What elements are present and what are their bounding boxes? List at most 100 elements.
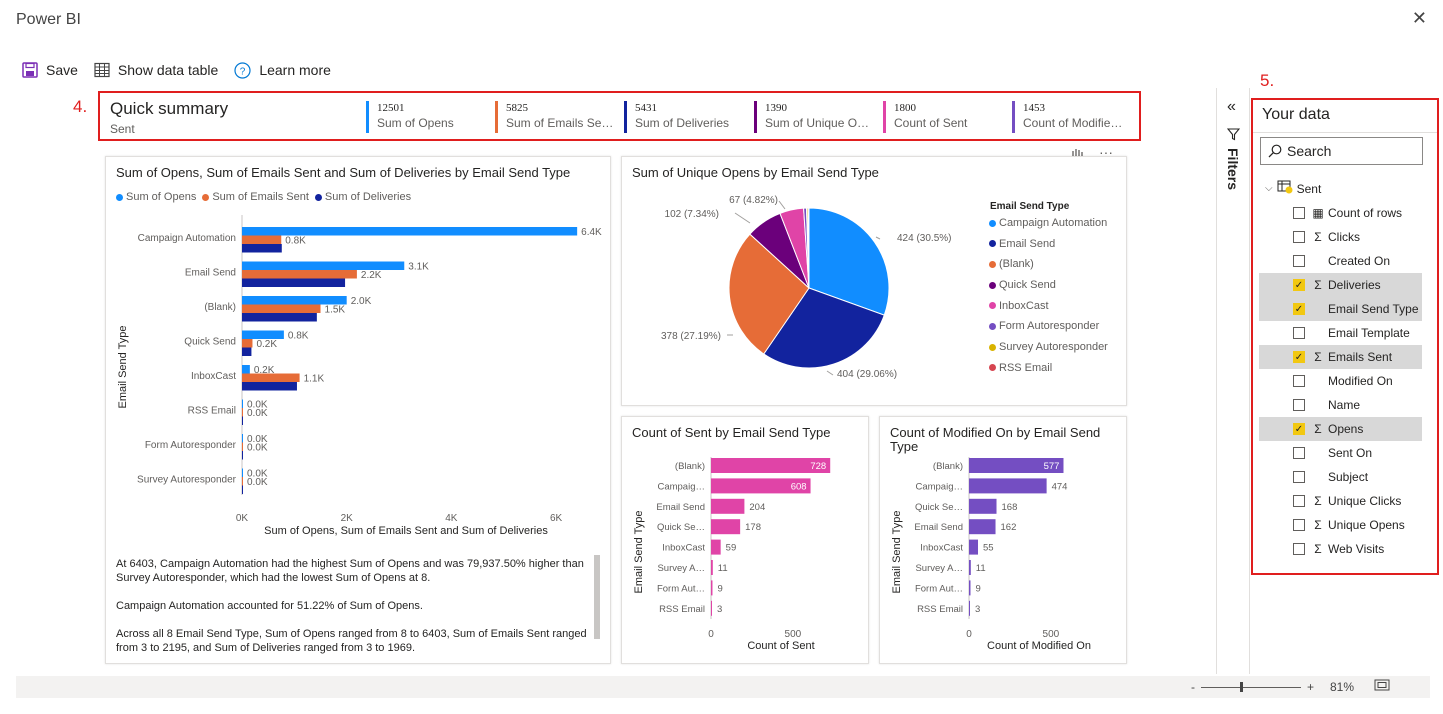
quick-summary-card[interactable]: Quick summary Sent 12501 Sum of Opens 5825… (98, 91, 1141, 141)
kpi-card[interactable]: 1453 Count of Modifie… (1012, 101, 1134, 133)
count-modified-card[interactable]: Count of Modified On by Email Send Type … (879, 416, 1127, 664)
close-button[interactable]: ✕ (1411, 8, 1427, 28)
pie-legend-item[interactable]: (Blank) (989, 258, 1108, 279)
field-checkbox[interactable] (1293, 447, 1305, 459)
collapse-filters-icon[interactable]: « (1227, 98, 1236, 115)
sigma-icon: Σ (1314, 542, 1322, 556)
pie-slice (728, 233, 810, 355)
zoom-out-button[interactable]: - (1190, 679, 1195, 694)
field-row[interactable]: Σ Unique Clicks (1259, 489, 1422, 513)
legend-dot (989, 260, 996, 268)
field-name: Email Template (1328, 326, 1410, 340)
field-row[interactable]: Sent On (1259, 441, 1422, 465)
pie-legend-item[interactable]: InboxCast (989, 300, 1108, 321)
bar (969, 539, 979, 555)
field-checkbox[interactable]: ✓ (1293, 423, 1305, 435)
kpi-card[interactable]: 5825 Sum of Emails Se… (495, 101, 617, 133)
legend-dot (202, 193, 210, 201)
kpi-value: 1800 (894, 102, 916, 114)
save-icon (22, 62, 38, 78)
field-checkbox[interactable] (1293, 519, 1305, 531)
narrative-scrollbar[interactable] (594, 555, 600, 639)
kpi-card[interactable]: 1800 Count of Sent (883, 101, 1005, 133)
field-checkbox[interactable]: ✓ (1293, 303, 1305, 315)
field-row[interactable]: Σ Unique Opens (1259, 513, 1422, 537)
data-label: 608 (791, 481, 807, 492)
field-name: Count of rows (1328, 206, 1403, 220)
pie-chart-card[interactable]: Sum of Unique Opens by Email Send Type 4… (621, 156, 1127, 406)
zoom-slider[interactable] (1200, 681, 1301, 692)
pie-legend-item[interactable]: Survey Autoresponder (989, 341, 1108, 362)
legend-item-emails-sent: Sum of Emails Sent (202, 191, 309, 203)
field-row[interactable]: Email Template (1259, 321, 1422, 345)
pie-legend-item[interactable]: Quick Send (989, 279, 1108, 300)
zoom-thumb[interactable] (1239, 681, 1243, 692)
field-checkbox[interactable] (1293, 255, 1305, 267)
fit-to-page-icon[interactable] (1374, 679, 1390, 694)
field-row[interactable]: ✓ Σ Emails Sent (1259, 345, 1422, 369)
show-data-table-button[interactable]: Show data table (94, 60, 218, 80)
field-row[interactable]: Modified On (1259, 369, 1422, 393)
bar (242, 416, 243, 425)
data-label: 11 (718, 563, 728, 574)
field-checkbox[interactable] (1293, 231, 1305, 243)
bar (242, 227, 578, 236)
data-label: 0.2K (256, 339, 277, 350)
learn-more-link[interactable]: ? Learn more (234, 60, 331, 80)
field-checkbox[interactable] (1293, 471, 1305, 483)
count-sent-card[interactable]: Count of Sent by Email Send Type (Blank)… (621, 416, 869, 664)
field-row[interactable]: Subject (1259, 465, 1422, 489)
pie-slice (763, 287, 885, 369)
kpi-card[interactable]: 1390 Sum of Unique O… (754, 101, 876, 133)
field-row[interactable]: ▦ Count of rows (1259, 201, 1422, 225)
field-row[interactable]: ✓ Email Send Type (1259, 297, 1422, 321)
field-checkbox[interactable] (1293, 543, 1305, 555)
data-label: 168 (1002, 502, 1018, 513)
kpi-card[interactable]: 12501 Sum of Opens (366, 101, 488, 133)
field-checkbox[interactable] (1293, 375, 1305, 387)
field-row[interactable]: Created On (1259, 249, 1422, 273)
field-checkbox[interactable] (1293, 327, 1305, 339)
field-checkbox[interactable] (1293, 207, 1305, 219)
chevron-down-icon: ⌵ (1265, 183, 1273, 194)
field-row[interactable]: Σ Clicks (1259, 225, 1422, 249)
svg-text:?: ? (240, 66, 246, 77)
count-modified-title: Count of Modified On by Email Send Type (890, 425, 1101, 454)
field-row[interactable]: Σ Web Visits (1259, 537, 1422, 561)
bar (242, 296, 347, 305)
field-row[interactable]: ✓ Σ Deliveries (1259, 273, 1422, 297)
field-checkbox[interactable] (1293, 495, 1305, 507)
field-checkbox[interactable]: ✓ (1293, 279, 1305, 291)
field-checkbox[interactable]: ✓ (1293, 351, 1305, 363)
pie-legend-item[interactable]: Form Autoresponder (989, 320, 1108, 341)
table-icon (1277, 180, 1293, 197)
category-label: Form Autoresponder (145, 440, 237, 451)
pie-slice (807, 207, 810, 289)
data-label: 728 (810, 461, 826, 472)
pie-legend-item[interactable]: RSS Email (989, 362, 1108, 383)
search-input[interactable]: Search (1260, 137, 1423, 165)
table-name: Sent (1296, 181, 1322, 196)
bar (242, 408, 243, 417)
field-checkbox[interactable] (1293, 399, 1305, 411)
category-label: Quick Send (184, 337, 236, 348)
bar (711, 458, 831, 473)
field-name: Name (1328, 398, 1361, 412)
field-row[interactable]: ✓ Σ Opens (1259, 417, 1422, 441)
category-label: (Blank) (933, 461, 963, 472)
pie-legend-item[interactable]: Email Send (989, 238, 1108, 259)
category-label: Survey A… (915, 563, 963, 574)
step-4-label: 4. (73, 97, 88, 116)
field-row[interactable]: Name (1259, 393, 1422, 417)
pie-legend-item[interactable]: Campaign Automation (989, 217, 1108, 238)
save-button[interactable]: Save (22, 60, 78, 80)
field-name: Unique Clicks (1328, 494, 1402, 508)
bar (242, 434, 243, 443)
bar-chart-title: Sum of Opens, Sum of Emails Sent and Sum… (116, 165, 571, 180)
filters-pane[interactable]: « Filters (1216, 88, 1250, 674)
bar-chart-legend: Sum of Opens Sum of Emails Sent Sum of D… (116, 191, 411, 203)
bar-chart-card[interactable]: Sum of Opens, Sum of Emails Sent and Sum… (105, 156, 611, 664)
table-node-sent[interactable]: ⌵ Sent (1265, 180, 1321, 197)
kpi-card[interactable]: 5431 Sum of Deliveries (624, 101, 746, 133)
zoom-in-button[interactable]: + (1306, 679, 1314, 694)
